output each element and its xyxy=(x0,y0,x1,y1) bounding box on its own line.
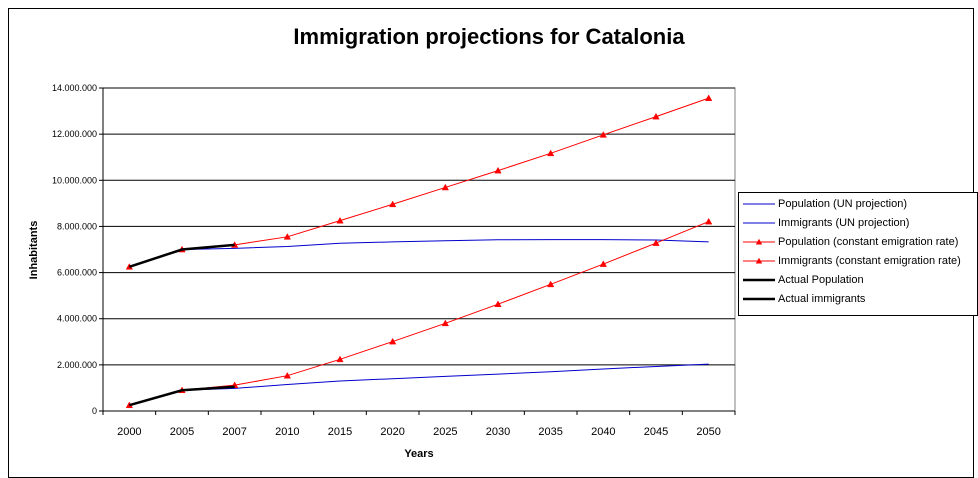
x-tick-label: 2025 xyxy=(433,426,457,438)
x-tick-label: 2050 xyxy=(696,426,720,438)
legend-item: Actual Population xyxy=(739,273,864,287)
legend-swatch xyxy=(743,203,775,205)
legend-item: Population (UN projection) xyxy=(739,197,907,211)
data-point xyxy=(441,183,449,191)
legend-label: Actual Population xyxy=(778,274,864,286)
y-tick-label: 8.000.000 xyxy=(57,221,97,231)
y-tick-label: 0 xyxy=(92,406,97,416)
legend-label: Immigrants (constant emigration rate) xyxy=(778,255,961,267)
y-axis-title: Inhabitants xyxy=(28,221,40,280)
series-line-6 xyxy=(128,385,235,407)
data-point xyxy=(283,233,291,240)
x-tick-label: 2020 xyxy=(380,426,404,438)
y-tick-label: 12.000.000 xyxy=(52,129,97,139)
data-point xyxy=(705,94,713,101)
x-tick-label: 2007 xyxy=(222,426,246,438)
data-point xyxy=(599,131,607,138)
x-tick-label: 2035 xyxy=(538,426,562,438)
legend-label: Immigrants (UN projection) xyxy=(778,217,910,229)
x-tick-label: 2040 xyxy=(591,426,615,438)
y-axis-ticks: 0 2.000.000 4.000.000 6.000.000 8.000.000 10.… xyxy=(52,83,103,416)
data-point xyxy=(336,355,344,363)
y-tick-label: 6.000.000 xyxy=(57,268,97,278)
y-tick-label: 14.000.000 xyxy=(52,83,97,93)
data-point xyxy=(389,200,397,208)
legend-item: Immigrants (UN projection) xyxy=(739,216,909,230)
data-point xyxy=(705,217,713,225)
series-group xyxy=(125,94,713,409)
y-tick-label: 2.000.000 xyxy=(57,360,97,370)
data-point xyxy=(441,319,449,327)
legend-item: Immigrants (constant emigration rate) xyxy=(739,254,961,268)
legend-item: Population (constant emigration rate) xyxy=(739,235,958,249)
x-tick-label: 2000 xyxy=(117,426,141,438)
y-tick-label: 4.000.000 xyxy=(57,314,97,324)
data-point xyxy=(336,216,344,224)
legend: Population (UN projection) Immigrants (UN… xyxy=(738,192,978,316)
data-point xyxy=(547,280,555,288)
data-point xyxy=(547,149,555,157)
y-tick-label: 10.000.000 xyxy=(52,175,97,185)
x-tick-label: 2045 xyxy=(644,426,668,438)
data-point xyxy=(652,239,660,246)
line-chart: 0 2.000.000 4.000.000 6.000.000 8.000.000 10.… xyxy=(28,83,736,460)
x-tick-label: 2015 xyxy=(328,426,352,438)
series-line-1 xyxy=(129,239,709,268)
x-tick-label: 2005 xyxy=(170,426,194,438)
chart-title: Immigration projections for Catalonia xyxy=(293,24,685,49)
legend-swatch xyxy=(743,238,775,245)
legend-swatch xyxy=(743,278,775,282)
legend-marker xyxy=(755,238,763,245)
series-line-4 xyxy=(129,221,709,406)
data-point xyxy=(652,112,660,120)
legend-item: Actual immigrants xyxy=(739,292,865,306)
legend-label: Population (constant emigration rate) xyxy=(778,236,959,248)
x-axis-ticks: 2000 2005 2007 2010 2015 2020 2025 2030 2035 2040… xyxy=(102,411,736,438)
legend-label: Actual immigrants xyxy=(778,293,866,305)
legend-marker xyxy=(755,257,763,264)
series-line-5 xyxy=(128,243,235,268)
legend-swatch xyxy=(743,257,775,264)
legend-swatch xyxy=(743,222,775,224)
x-tick-label: 2030 xyxy=(486,426,510,438)
legend-swatch xyxy=(743,297,775,301)
legend-label: Population (UN projection) xyxy=(778,198,908,210)
data-point xyxy=(599,260,607,267)
data-point xyxy=(389,337,397,345)
x-axis-title: Years xyxy=(404,448,433,460)
data-point xyxy=(494,300,502,307)
data-point xyxy=(494,166,502,174)
x-tick-label: 2010 xyxy=(275,426,299,438)
series-line-2 xyxy=(129,363,709,406)
data-point xyxy=(283,371,291,379)
